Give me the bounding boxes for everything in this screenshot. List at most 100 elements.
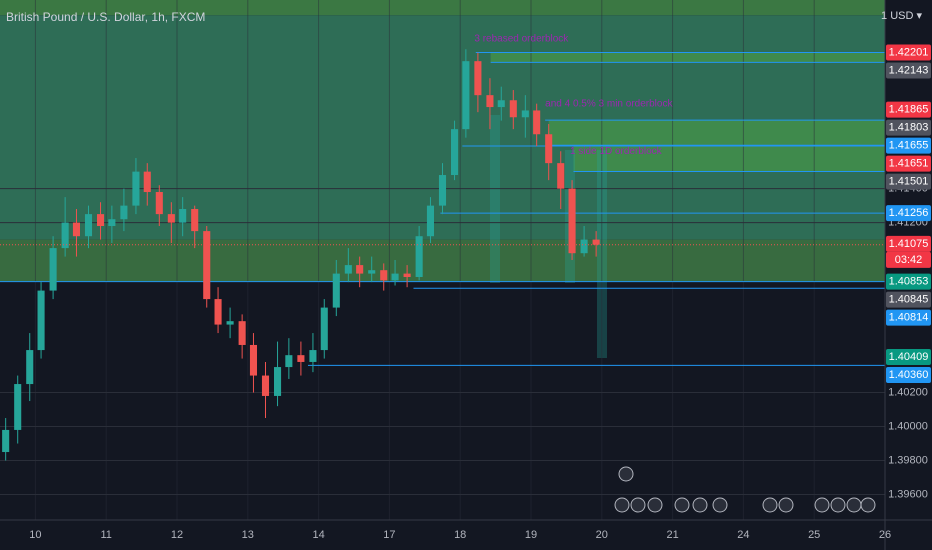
candle-body: [332, 273, 340, 308]
annotation: 1 side 1D orderblock: [570, 146, 663, 157]
candle-body: [203, 231, 211, 300]
chart-title: British Pound / U.S. Dollar, 1h, FXCM: [6, 10, 205, 24]
candle-body: [320, 307, 328, 351]
price-label: 1.41501: [889, 176, 929, 188]
price-label-box: [886, 155, 931, 172]
candle-body: [509, 100, 517, 118]
annotation: 3 rebased orderblock: [474, 34, 569, 45]
candle-body: [568, 188, 576, 254]
candle-body: [261, 375, 270, 396]
y-tick-label: 1.40200: [888, 386, 928, 398]
candle-body: [438, 175, 447, 206]
zone: [490, 52, 885, 63]
price-label-box: [886, 137, 931, 154]
candle-body: [497, 100, 505, 108]
price-label-box: [886, 291, 931, 308]
plot-area: 3 rebased orderblock and 4 0.5% 3 min ord…: [0, 0, 886, 520]
candle-body: [132, 171, 140, 206]
candle-body: [61, 222, 69, 249]
x-tick-label: 10: [29, 529, 41, 541]
candle-body: [2, 429, 10, 453]
price-label: 1.41256: [889, 207, 929, 219]
candle-body: [426, 205, 435, 237]
candle-body: [108, 219, 116, 227]
event-icons: [614, 466, 876, 513]
x-tick-label: 12: [171, 529, 183, 541]
candle-body: [72, 222, 81, 237]
price-label-box: [886, 101, 931, 118]
countdown-box: [886, 251, 931, 268]
price-label-box: [886, 235, 931, 252]
zone: [0, 0, 885, 16]
candle-body: [96, 214, 105, 227]
countdown: 03:42: [895, 254, 923, 266]
price-label-box: [886, 309, 931, 326]
candle-body: [285, 355, 293, 368]
price-label: 1.41865: [889, 104, 929, 116]
candle-body: [309, 350, 317, 362]
candle-body: [403, 273, 411, 277]
candle-body: [474, 61, 482, 96]
x-tick-label: 24: [737, 529, 749, 541]
y-tick-label: 1.40000: [888, 420, 928, 432]
candle-body: [14, 384, 22, 430]
candle-body: [155, 192, 163, 215]
candle-body: [356, 265, 364, 274]
x-tick-label: 14: [312, 529, 324, 541]
price-label: 1.40360: [889, 369, 929, 381]
x-tick-label: 18: [454, 529, 466, 541]
candle-body: [521, 110, 529, 118]
price-label: 1.40853: [889, 275, 929, 287]
candle-body: [167, 214, 175, 223]
y-tick-label: 1.39800: [888, 454, 928, 466]
price-label: 1.41803: [889, 122, 929, 134]
candle-body: [391, 273, 399, 281]
candle-body: [450, 129, 459, 176]
price-label: 1.41655: [889, 140, 929, 152]
price-label: 1.40409: [889, 351, 929, 363]
price-label: 1.41651: [889, 158, 929, 170]
candle-body: [580, 239, 588, 254]
x-tick-label: 25: [808, 529, 820, 541]
x-tick-label: 20: [596, 529, 608, 541]
price-label-box: [886, 173, 931, 190]
price-label-box: [886, 62, 931, 79]
price-label-box: [886, 205, 931, 222]
price-label-box: [886, 44, 931, 61]
price-label-box: [886, 119, 931, 136]
annotation: and 4 0.5% 3 min orderblock: [545, 98, 673, 109]
candle-body: [592, 239, 600, 245]
candle-body: [214, 299, 222, 325]
x-tick-label: 19: [525, 529, 537, 541]
candle-body: [533, 110, 541, 135]
candle-body: [380, 270, 388, 281]
candle-body: [249, 344, 258, 376]
candle-body: [191, 209, 199, 232]
x-tick-label: 17: [383, 529, 395, 541]
candle-body: [226, 321, 234, 325]
candle-body: [344, 265, 352, 274]
x-tick-label: 11: [100, 529, 111, 541]
candle-body: [37, 290, 45, 351]
zone: [0, 239, 885, 282]
vertical-marker: [490, 115, 500, 283]
x-tick-label: 13: [242, 529, 254, 541]
price-label: 1.41075: [889, 238, 929, 250]
candle-body: [179, 209, 187, 223]
candle-body: [84, 214, 93, 237]
price-label: 1.42201: [889, 46, 929, 58]
price-label: 1.40814: [889, 311, 929, 323]
candle-body: [49, 248, 57, 291]
zone: [548, 120, 885, 146]
candle-body: [238, 321, 246, 345]
candle-body: [26, 350, 34, 385]
candle-body: [486, 95, 494, 108]
price-label-box: [886, 367, 931, 384]
y-tick-label: 1.39600: [888, 488, 928, 500]
candle-body: [545, 134, 553, 164]
price-label-box: [886, 273, 931, 290]
candle-body: [557, 163, 565, 189]
candle-body: [297, 355, 305, 362]
currency-label[interactable]: 1 USD ▾: [881, 10, 922, 22]
